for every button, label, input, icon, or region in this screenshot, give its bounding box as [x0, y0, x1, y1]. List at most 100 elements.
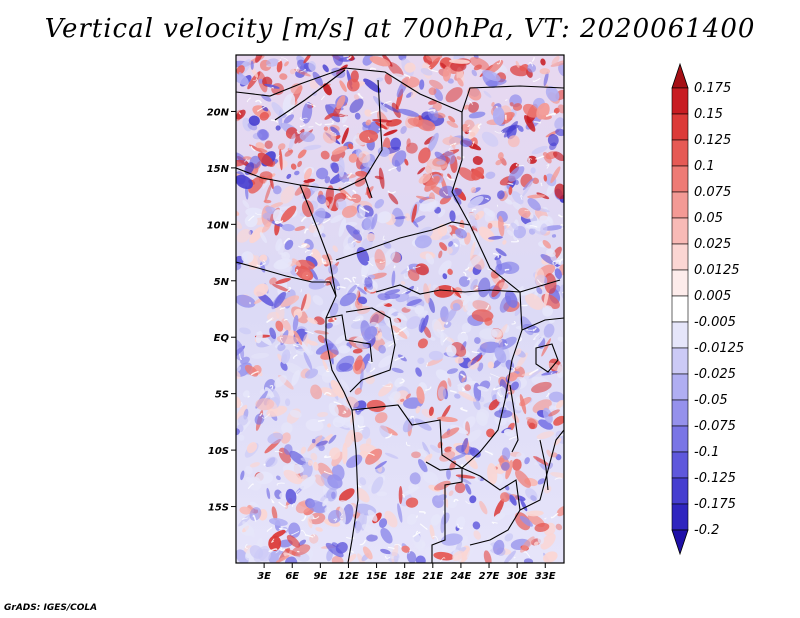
- field-cell: [470, 352, 482, 366]
- field-cell: [338, 345, 351, 354]
- field-cell: [255, 471, 274, 485]
- field-cell: [519, 394, 527, 415]
- field-contour: [442, 191, 448, 196]
- field-contour: [394, 356, 405, 362]
- field-cell: [291, 544, 311, 556]
- field-contour: [311, 222, 319, 226]
- field-cell: [469, 214, 478, 229]
- field-cell: [307, 435, 323, 452]
- colorbar-swatch: [671, 399, 689, 427]
- field-contour: [285, 287, 292, 294]
- field-contour: [497, 391, 503, 397]
- field-contour: [291, 530, 300, 536]
- field-cell: [328, 434, 337, 444]
- field-cell: [266, 311, 280, 321]
- field-cell: [365, 438, 372, 447]
- field-contour: [357, 425, 366, 428]
- field-contour: [257, 105, 266, 112]
- field-cell: [236, 264, 242, 271]
- field-cell: [388, 192, 399, 205]
- field-cell: [521, 180, 533, 198]
- field-contour: [416, 515, 418, 519]
- field-contour: [269, 385, 274, 390]
- field-cell: [551, 234, 557, 238]
- field-cell: [366, 233, 376, 242]
- field-cell: [456, 156, 462, 160]
- field-contour: [464, 266, 470, 271]
- field-contour: [467, 100, 473, 105]
- border-east-africa: [521, 317, 564, 331]
- field-contour: [299, 124, 306, 128]
- field-cell: [313, 461, 319, 471]
- field-contour: [292, 354, 298, 360]
- field-cell: [508, 558, 522, 563]
- field-contour: [456, 225, 466, 230]
- field-cell: [331, 451, 344, 467]
- field-cell: [536, 286, 543, 295]
- field-cell: [255, 142, 265, 150]
- field-cell: [550, 59, 564, 67]
- field-cell: [357, 296, 368, 305]
- field-contour: [505, 99, 508, 101]
- field-cell: [434, 480, 451, 491]
- field-cell: [497, 152, 504, 160]
- colorbar-label: 0.15: [694, 107, 723, 122]
- field-cell: [436, 416, 458, 423]
- field-contour: [494, 130, 503, 134]
- field-cell: [384, 289, 401, 295]
- colorbar-swatch: [671, 321, 689, 349]
- field-cell: [315, 365, 336, 377]
- field-contour: [261, 259, 266, 264]
- field-contour: [419, 523, 428, 530]
- field-cell: [393, 555, 399, 563]
- field-cell: [494, 409, 513, 419]
- field-cell: [419, 198, 437, 212]
- field-cell: [264, 456, 278, 468]
- field-cell: [473, 530, 481, 540]
- field-cell: [338, 488, 355, 502]
- field-cell: [542, 305, 554, 317]
- field-cell: [485, 171, 496, 179]
- field-cell: [239, 506, 252, 515]
- field-cell: [406, 316, 421, 330]
- field-cell: [365, 361, 372, 373]
- field-cell: [348, 421, 361, 428]
- field-contour: [279, 336, 284, 343]
- field-contour: [505, 114, 508, 121]
- field-cell: [391, 270, 396, 287]
- field-cell: [359, 129, 379, 144]
- field-cell: [452, 550, 464, 562]
- field-cell: [305, 419, 324, 432]
- field-cell: [500, 492, 510, 503]
- colorbar-label: -0.005: [694, 315, 736, 330]
- field-cell: [276, 60, 283, 73]
- field-cell: [299, 131, 315, 142]
- colorbar-swatch: [671, 425, 689, 453]
- field-cell: [241, 251, 254, 264]
- field-contour: [278, 527, 288, 531]
- field-cell: [439, 451, 456, 462]
- field-cell: [272, 283, 290, 293]
- field-contour: [369, 67, 377, 71]
- field-cell: [306, 317, 318, 325]
- field-cell: [439, 185, 456, 199]
- field-contour: [460, 464, 466, 468]
- field-contour: [301, 243, 308, 247]
- field-cell: [444, 446, 453, 453]
- field-cell: [324, 506, 332, 514]
- field-cell: [539, 215, 550, 223]
- field-cell: [356, 305, 371, 315]
- field-cell: [346, 454, 363, 468]
- field-cell: [276, 262, 293, 273]
- field-cell: [245, 465, 253, 475]
- field-cell: [327, 509, 342, 524]
- field-cell: [380, 527, 393, 544]
- map-panel: [236, 55, 564, 563]
- field-contour: [309, 252, 313, 256]
- field-cell: [446, 368, 459, 374]
- field-cell: [498, 336, 517, 350]
- field-cell: [516, 452, 525, 460]
- field-cell: [447, 377, 452, 387]
- field-contour: [460, 373, 466, 378]
- field-cell: [493, 539, 505, 555]
